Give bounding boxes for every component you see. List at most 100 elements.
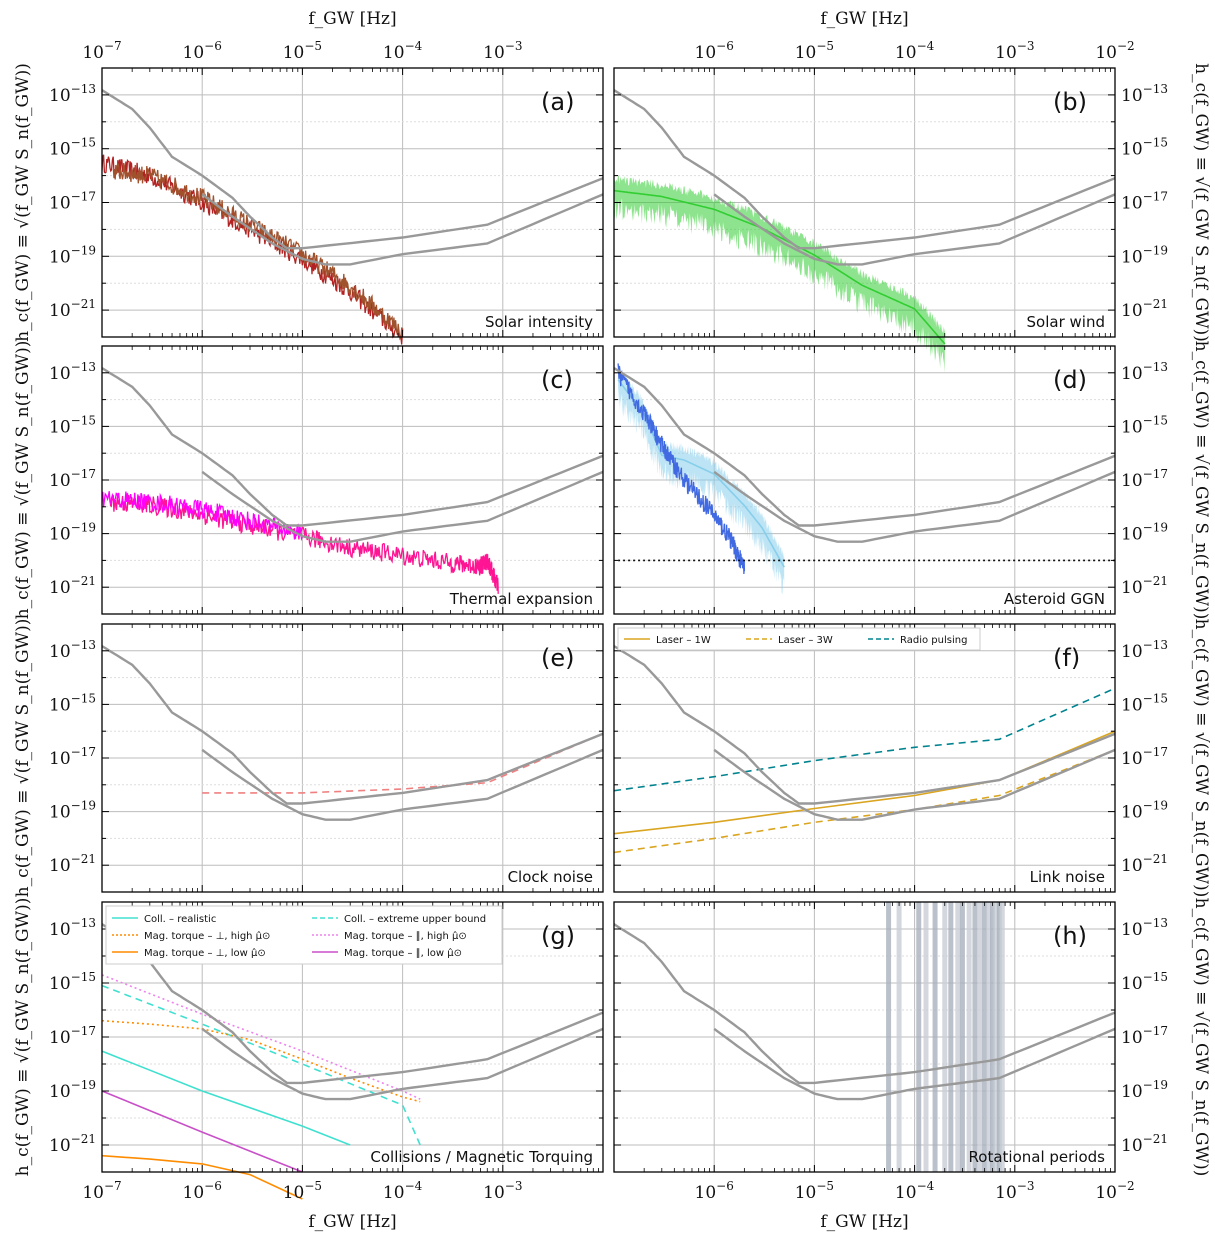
y-tick-label: 10−19 bbox=[49, 1078, 96, 1102]
y-tick-label: 10−13 bbox=[1121, 82, 1168, 106]
rotational-period-band bbox=[955, 902, 961, 1172]
panel-3-axes bbox=[102, 346, 603, 615]
y-tick-label: 10−19 bbox=[1121, 521, 1168, 545]
panel-2-data bbox=[614, 89, 1115, 373]
panel-6-data bbox=[614, 645, 1115, 854]
top-x-tick-label: 10−4 bbox=[383, 39, 423, 63]
rotational-period-band bbox=[966, 902, 972, 1172]
top-x-tick-label: 10−3 bbox=[995, 39, 1034, 63]
sensitivity-curve-2 bbox=[713, 748, 1115, 821]
sensitivity-curve-2 bbox=[201, 193, 603, 266]
bottom-x-tick-label: 10−3 bbox=[995, 1179, 1034, 1203]
y-tick-label: 10−19 bbox=[49, 521, 96, 545]
panel-name: Link noise bbox=[1030, 868, 1105, 886]
panel-1-data bbox=[102, 89, 603, 345]
panel-letter: (e) bbox=[541, 644, 575, 672]
series-2 bbox=[112, 161, 403, 341]
sensitivity-curve-1 bbox=[614, 923, 1115, 1085]
legend-label: Mag. torque – ⊥, high μ̂⊙ bbox=[144, 930, 270, 942]
rotational-period-band bbox=[993, 902, 999, 1172]
legend-box bbox=[617, 627, 981, 651]
rotational-period-band bbox=[886, 902, 892, 1172]
panel-name: Thermal expansion bbox=[449, 590, 593, 608]
sensitivity-curve-1 bbox=[614, 89, 1115, 250]
series-radio-pulsing bbox=[614, 687, 1115, 792]
rotational-period-band bbox=[986, 902, 992, 1172]
top-x-tick-label: 10−5 bbox=[283, 39, 322, 63]
series-mag-torque-high- bbox=[102, 1019, 421, 1103]
right-axis-title: h_c(f_GW) ≡ √(f_GW S_n(f_GW)) bbox=[1191, 898, 1211, 1177]
bottom-x-tick-label: 10−4 bbox=[383, 1179, 423, 1203]
series-coll-extreme-upper-bound bbox=[102, 984, 421, 1146]
panel-8-axes bbox=[614, 902, 1115, 1173]
text-layer: (a) Solar intensity 10−13 10−15 10−17 10−19 10… bbox=[13, 9, 1211, 1232]
legend-label: Coll. – realistic bbox=[144, 914, 216, 925]
top-x-tick-label: 10−4 bbox=[895, 39, 935, 63]
legend: Laser – 1W Laser – 3W Radio pulsing bbox=[617, 627, 981, 651]
y-tick-label: 10−13 bbox=[1121, 638, 1168, 662]
legend-label: Coll. – extreme upper bound bbox=[344, 914, 486, 925]
y-tick-label: 10−21 bbox=[49, 852, 96, 876]
bottom-x-tick-label: 10−4 bbox=[895, 1179, 935, 1203]
top-x-tick-label: 10−2 bbox=[1095, 39, 1134, 63]
panel-name: Clock noise bbox=[508, 868, 593, 886]
y-tick-label: 10−17 bbox=[1121, 745, 1168, 769]
top-axis-title: f_GW [Hz] bbox=[820, 9, 908, 29]
top-x-tick-label: 10−7 bbox=[82, 39, 121, 63]
y-tick-label: 10−13 bbox=[49, 82, 96, 106]
panel-3-data bbox=[102, 367, 603, 594]
panel-name: Collisions / Magnetic Torquing bbox=[370, 1148, 593, 1166]
sensitivity-curve-2 bbox=[713, 470, 1115, 543]
y-tick-label: 10−19 bbox=[49, 799, 96, 823]
legend-box bbox=[105, 905, 503, 965]
series-1-band bbox=[614, 175, 945, 373]
sensitivity-curve-2 bbox=[713, 1027, 1115, 1101]
legend-label: Mag. torque – ∥, high μ̂⊙ bbox=[344, 930, 467, 942]
bottom-axis-title: f_GW [Hz] bbox=[308, 1212, 396, 1232]
top-x-tick-label: 10−6 bbox=[183, 39, 222, 63]
left-axis-title: h_c(f_GW) ≡ √(f_GW S_n(f_GW)) bbox=[13, 898, 33, 1177]
panel-6-axes bbox=[614, 624, 1115, 893]
sensitivity-curve-1 bbox=[102, 89, 603, 250]
y-tick-label: 10−21 bbox=[1121, 1132, 1168, 1156]
legend-label: Mag. torque – ⊥, low μ̂⊙ bbox=[144, 947, 266, 959]
panel-letter: (f) bbox=[1053, 644, 1080, 672]
y-tick-label: 10−15 bbox=[1121, 413, 1168, 437]
panel-letter: (d) bbox=[1053, 366, 1087, 394]
panel-4-data bbox=[614, 363, 1115, 594]
y-tick-label: 10−15 bbox=[49, 136, 96, 160]
bottom-x-tick-label: 10−6 bbox=[183, 1179, 222, 1203]
rotational-period-band bbox=[972, 902, 978, 1172]
panel-letter: (a) bbox=[541, 88, 574, 116]
right-axis-title: h_c(f_GW) ≡ √(f_GW S_n(f_GW)) bbox=[1191, 619, 1211, 898]
y-tick-label: 10−15 bbox=[49, 691, 96, 715]
bottom-x-tick-label: 10−3 bbox=[483, 1179, 522, 1203]
rotational-period-band bbox=[959, 902, 965, 1172]
rotational-period-band bbox=[923, 902, 929, 1172]
bottom-x-tick-label: 10−6 bbox=[695, 1179, 734, 1203]
y-tick-label: 10−13 bbox=[49, 916, 96, 940]
panel-5-axes bbox=[102, 624, 603, 893]
panel-letter: (h) bbox=[1053, 922, 1087, 950]
sensitivity-curve-1 bbox=[102, 645, 603, 805]
y-tick-label: 10−21 bbox=[49, 297, 96, 321]
series-2 bbox=[102, 491, 303, 542]
sensitivity-curve-2 bbox=[201, 470, 603, 543]
right-axis-title: h_c(f_GW) ≡ √(f_GW S_n(f_GW)) bbox=[1191, 63, 1211, 342]
sensitivity-curve-2 bbox=[201, 1027, 603, 1101]
y-tick-label: 10−15 bbox=[49, 413, 96, 437]
y-tick-label: 10−17 bbox=[49, 190, 96, 214]
y-tick-label: 10−21 bbox=[1121, 297, 1168, 321]
rotational-period-band bbox=[948, 902, 954, 1172]
y-tick-label: 10−17 bbox=[1121, 190, 1168, 214]
top-x-tick-label: 10−5 bbox=[795, 39, 834, 63]
y-tick-label: 10−15 bbox=[49, 970, 96, 994]
rotational-period-band bbox=[942, 902, 948, 1172]
panel-8-data bbox=[614, 902, 1115, 1172]
y-tick-label: 10−19 bbox=[49, 243, 96, 267]
rotational-period-band bbox=[999, 902, 1005, 1172]
series-laser-3w bbox=[614, 749, 1115, 854]
y-tick-label: 10−15 bbox=[1121, 691, 1168, 715]
series-1-band bbox=[618, 364, 785, 594]
